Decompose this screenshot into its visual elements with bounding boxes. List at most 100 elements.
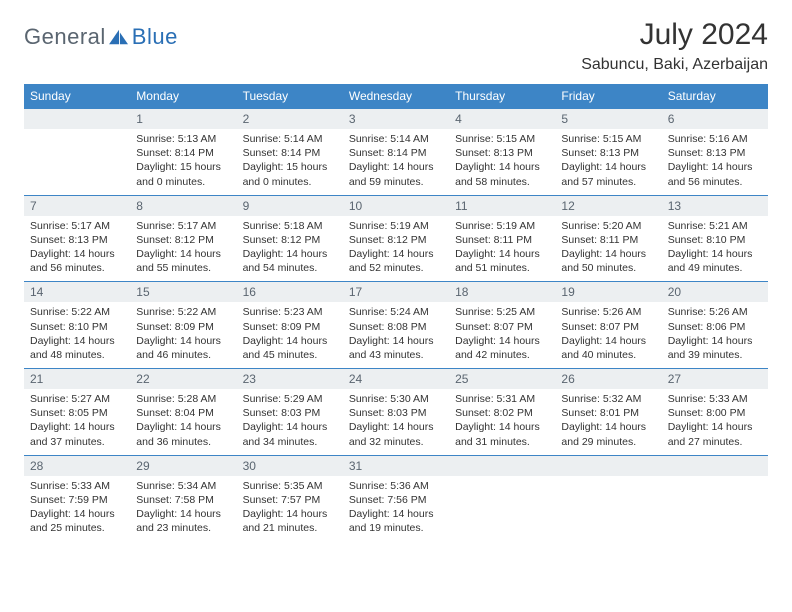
day-header: Monday <box>130 84 236 109</box>
day-number-cell: 17 <box>343 282 449 303</box>
sunrise-line: Sunrise: 5:33 AM <box>668 392 762 406</box>
sunrise-line: Sunrise: 5:27 AM <box>30 392 124 406</box>
daylight-line: Daylight: 14 hours and 31 minutes. <box>455 420 549 448</box>
day-data-cell: Sunrise: 5:15 AMSunset: 8:13 PMDaylight:… <box>449 129 555 195</box>
daylight-line: Daylight: 14 hours and 40 minutes. <box>561 334 655 362</box>
daylight-line: Daylight: 14 hours and 50 minutes. <box>561 247 655 275</box>
sunrise-line: Sunrise: 5:30 AM <box>349 392 443 406</box>
day-number-cell: 29 <box>130 455 236 476</box>
sunrise-line: Sunrise: 5:15 AM <box>561 132 655 146</box>
day-header: Sunday <box>24 84 130 109</box>
sunrise-line: Sunrise: 5:32 AM <box>561 392 655 406</box>
day-number-cell: 5 <box>555 109 661 130</box>
day-data-cell: Sunrise: 5:29 AMSunset: 8:03 PMDaylight:… <box>237 389 343 455</box>
sunset-line: Sunset: 8:00 PM <box>668 406 762 420</box>
sunset-line: Sunset: 7:56 PM <box>349 493 443 507</box>
sunrise-line: Sunrise: 5:25 AM <box>455 305 549 319</box>
sunrise-line: Sunrise: 5:34 AM <box>136 479 230 493</box>
sunrise-line: Sunrise: 5:36 AM <box>349 479 443 493</box>
sunrise-line: Sunrise: 5:26 AM <box>561 305 655 319</box>
day-number-cell: 13 <box>662 195 768 216</box>
day-number-cell: 26 <box>555 369 661 390</box>
sunrise-line: Sunrise: 5:23 AM <box>243 305 337 319</box>
calendar-table: SundayMondayTuesdayWednesdayThursdayFrid… <box>24 84 768 541</box>
daylight-line: Daylight: 14 hours and 52 minutes. <box>349 247 443 275</box>
day-number-cell: 12 <box>555 195 661 216</box>
day-number-cell: 16 <box>237 282 343 303</box>
title-block: July 2024 Sabuncu, Baki, Azerbaijan <box>581 18 768 74</box>
day-data-row: Sunrise: 5:33 AMSunset: 7:59 PMDaylight:… <box>24 476 768 542</box>
day-number-cell <box>24 109 130 130</box>
sunrise-line: Sunrise: 5:20 AM <box>561 219 655 233</box>
sunset-line: Sunset: 8:13 PM <box>668 146 762 160</box>
day-data-cell: Sunrise: 5:24 AMSunset: 8:08 PMDaylight:… <box>343 302 449 368</box>
day-number-cell: 22 <box>130 369 236 390</box>
sunset-line: Sunset: 8:12 PM <box>136 233 230 247</box>
day-data-cell: Sunrise: 5:17 AMSunset: 8:13 PMDaylight:… <box>24 216 130 282</box>
sunset-line: Sunset: 8:01 PM <box>561 406 655 420</box>
day-data-cell: Sunrise: 5:26 AMSunset: 8:07 PMDaylight:… <box>555 302 661 368</box>
sunrise-line: Sunrise: 5:17 AM <box>136 219 230 233</box>
daylight-line: Daylight: 14 hours and 21 minutes. <box>243 507 337 535</box>
sunrise-line: Sunrise: 5:21 AM <box>668 219 762 233</box>
day-number-cell: 14 <box>24 282 130 303</box>
sunset-line: Sunset: 8:13 PM <box>30 233 124 247</box>
daylight-line: Daylight: 15 hours and 0 minutes. <box>243 160 337 188</box>
day-header: Wednesday <box>343 84 449 109</box>
daylight-line: Daylight: 14 hours and 56 minutes. <box>30 247 124 275</box>
daylight-line: Daylight: 14 hours and 39 minutes. <box>668 334 762 362</box>
sunset-line: Sunset: 8:13 PM <box>561 146 655 160</box>
day-data-cell: Sunrise: 5:30 AMSunset: 8:03 PMDaylight:… <box>343 389 449 455</box>
day-data-cell: Sunrise: 5:31 AMSunset: 8:02 PMDaylight:… <box>449 389 555 455</box>
sunset-line: Sunset: 8:09 PM <box>136 320 230 334</box>
sunset-line: Sunset: 8:08 PM <box>349 320 443 334</box>
month-title: July 2024 <box>581 18 768 52</box>
day-data-row: Sunrise: 5:17 AMSunset: 8:13 PMDaylight:… <box>24 216 768 282</box>
daylight-line: Daylight: 14 hours and 42 minutes. <box>455 334 549 362</box>
day-number-row: 78910111213 <box>24 195 768 216</box>
day-data-cell <box>662 476 768 542</box>
day-number-cell: 3 <box>343 109 449 130</box>
daylight-line: Daylight: 14 hours and 57 minutes. <box>561 160 655 188</box>
sunrise-line: Sunrise: 5:35 AM <box>243 479 337 493</box>
sunset-line: Sunset: 8:03 PM <box>349 406 443 420</box>
day-data-cell: Sunrise: 5:23 AMSunset: 8:09 PMDaylight:… <box>237 302 343 368</box>
sunset-line: Sunset: 8:14 PM <box>243 146 337 160</box>
sunset-line: Sunset: 8:04 PM <box>136 406 230 420</box>
sunset-line: Sunset: 8:12 PM <box>243 233 337 247</box>
day-data-cell: Sunrise: 5:22 AMSunset: 8:09 PMDaylight:… <box>130 302 236 368</box>
day-number-cell: 6 <box>662 109 768 130</box>
sunset-line: Sunset: 7:57 PM <box>243 493 337 507</box>
daylight-line: Daylight: 14 hours and 23 minutes. <box>136 507 230 535</box>
sunset-line: Sunset: 8:10 PM <box>668 233 762 247</box>
sunrise-line: Sunrise: 5:29 AM <box>243 392 337 406</box>
day-number-cell: 23 <box>237 369 343 390</box>
daylight-line: Daylight: 14 hours and 36 minutes. <box>136 420 230 448</box>
sunset-line: Sunset: 8:13 PM <box>455 146 549 160</box>
sunrise-line: Sunrise: 5:31 AM <box>455 392 549 406</box>
sunrise-line: Sunrise: 5:19 AM <box>349 219 443 233</box>
day-number-row: 21222324252627 <box>24 369 768 390</box>
day-number-cell: 28 <box>24 455 130 476</box>
daylight-line: Daylight: 14 hours and 43 minutes. <box>349 334 443 362</box>
day-data-cell <box>555 476 661 542</box>
daylight-line: Daylight: 14 hours and 59 minutes. <box>349 160 443 188</box>
sunrise-line: Sunrise: 5:17 AM <box>30 219 124 233</box>
day-data-cell: Sunrise: 5:27 AMSunset: 8:05 PMDaylight:… <box>24 389 130 455</box>
day-number-cell: 24 <box>343 369 449 390</box>
day-number-cell <box>662 455 768 476</box>
logo: General Blue <box>24 24 178 50</box>
day-data-cell <box>449 476 555 542</box>
day-data-cell: Sunrise: 5:34 AMSunset: 7:58 PMDaylight:… <box>130 476 236 542</box>
location-subtitle: Sabuncu, Baki, Azerbaijan <box>581 56 768 74</box>
sunrise-line: Sunrise: 5:19 AM <box>455 219 549 233</box>
sunset-line: Sunset: 8:07 PM <box>455 320 549 334</box>
day-number-cell: 9 <box>237 195 343 216</box>
day-header: Saturday <box>662 84 768 109</box>
sunrise-line: Sunrise: 5:33 AM <box>30 479 124 493</box>
daylight-line: Daylight: 14 hours and 54 minutes. <box>243 247 337 275</box>
day-number-cell: 2 <box>237 109 343 130</box>
sunset-line: Sunset: 8:03 PM <box>243 406 337 420</box>
sunrise-line: Sunrise: 5:28 AM <box>136 392 230 406</box>
day-number-cell: 20 <box>662 282 768 303</box>
